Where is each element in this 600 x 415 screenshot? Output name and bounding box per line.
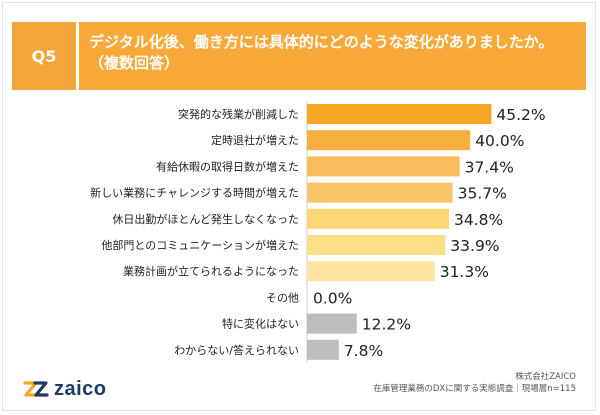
category-label: 突発的な残業が削減した	[178, 107, 299, 121]
bar	[307, 156, 460, 177]
category-label: 業務計画が立てられるようになった	[123, 264, 299, 278]
question-title-line1: デジタル化後、働き方には具体的にどのような変化がありましたか。	[89, 33, 554, 51]
category-label: 新しい業務にチャレンジする時間が増えた	[90, 186, 299, 200]
bar-value-label: 34.8%	[454, 211, 503, 229]
page-frame	[2, 2, 596, 411]
category-label: 有給休暇の取得日数が増えた	[156, 159, 299, 173]
zaico-logo-text: zaico	[54, 377, 107, 400]
question-title-line2: （複数回答）	[89, 54, 180, 72]
category-label: 他部門とのコミュニケーションが増えた	[101, 238, 299, 252]
bar	[307, 313, 357, 334]
bar	[307, 130, 471, 151]
bar-value-label: 37.4%	[465, 158, 514, 176]
category-label: 特に変化はない	[222, 317, 299, 331]
category-label: 休日出勤がほとんど発生しなくなった	[112, 212, 299, 226]
bar	[307, 339, 339, 360]
category-label: 定時退社が増えた	[211, 133, 299, 147]
bar-value-label: 33.9%	[450, 237, 499, 255]
bar	[307, 182, 453, 203]
bar	[307, 261, 435, 282]
question-number-badge: Q5	[12, 22, 76, 90]
bar	[307, 104, 492, 124]
bar-value-label: 35.7%	[458, 185, 507, 203]
bar-value-label: 31.3%	[440, 263, 489, 281]
bar-value-label: 0.0%	[313, 289, 352, 307]
source-survey: 在庫管理業務のDXに関する実態調査｜現場層n=115	[373, 384, 576, 394]
bar-value-label: 12.2%	[362, 316, 411, 334]
source-note: 株式会社ZAICO 在庫管理業務のDXに関する実態調査｜現場層n=115	[373, 371, 576, 395]
bar	[307, 235, 446, 255]
zaico-logo-icon	[23, 381, 49, 397]
bar-value-label: 7.8%	[344, 342, 383, 360]
source-company: 株式会社ZAICO	[515, 372, 576, 382]
bar	[307, 208, 449, 229]
bar-value-label: 40.0%	[475, 132, 524, 150]
question-header: Q5 デジタル化後、働き方には具体的にどのような変化がありましたか。 （複数回答…	[12, 22, 586, 90]
bar-value-label: 45.2%	[496, 106, 545, 124]
question-title: デジタル化後、働き方には具体的にどのような変化がありましたか。 （複数回答）	[79, 22, 586, 90]
zaico-logo: zaico	[22, 374, 107, 404]
category-label: その他	[266, 291, 299, 304]
category-label: わからない/答えられない	[174, 343, 299, 357]
